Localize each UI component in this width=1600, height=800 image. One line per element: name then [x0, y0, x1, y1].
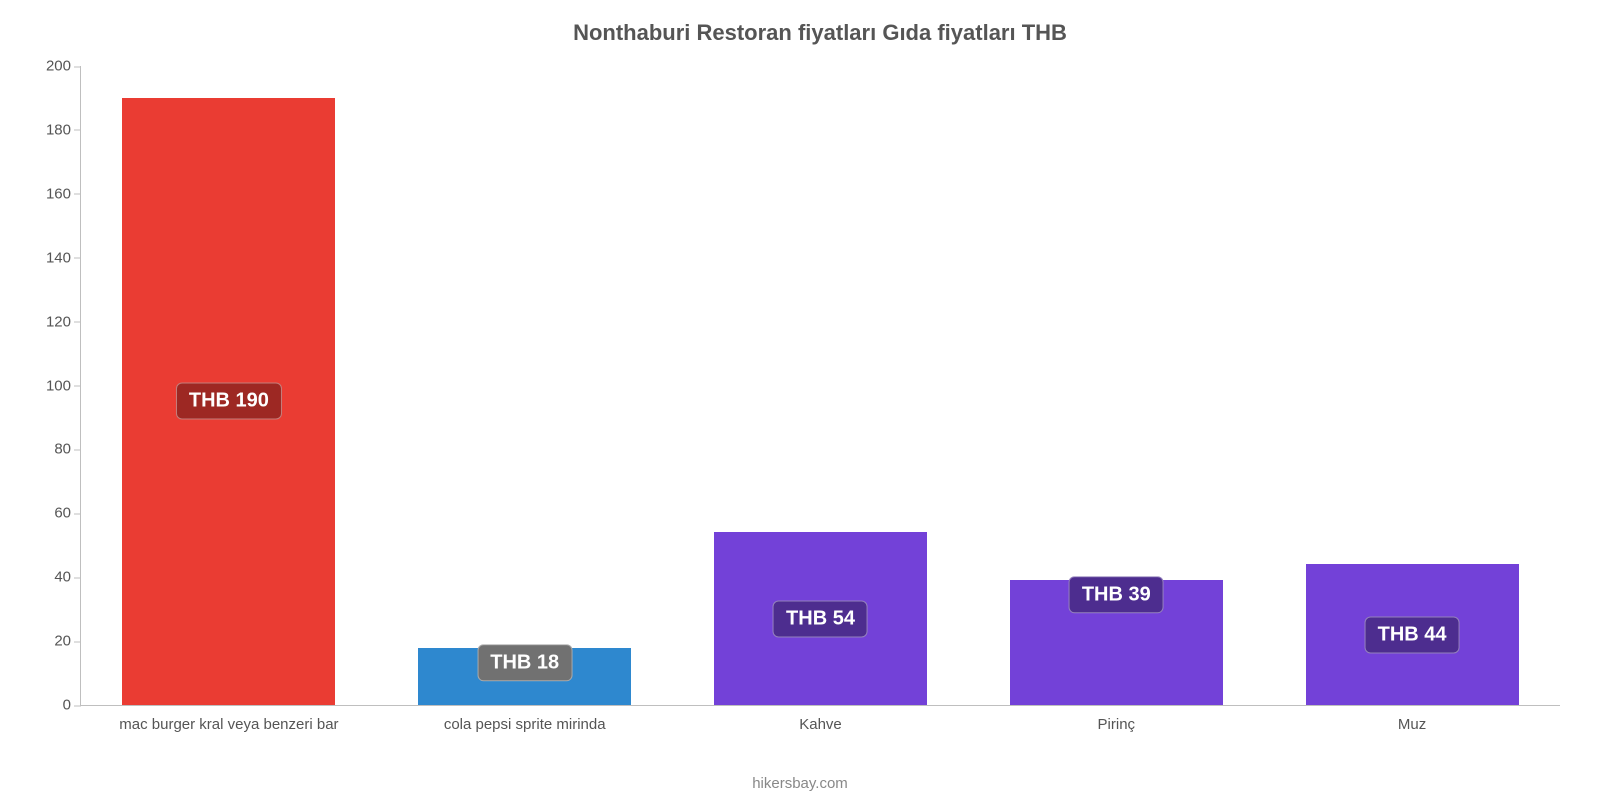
bar-slot: THB 39	[968, 66, 1264, 705]
bar-value-label: THB 39	[1069, 577, 1164, 614]
bar: THB 18	[418, 648, 631, 706]
bar-value-label: THB 44	[1365, 616, 1460, 653]
price-bar-chart: Nonthaburi Restoran fiyatları Gıda fiyat…	[0, 0, 1600, 800]
bar-value-label: THB 190	[176, 383, 282, 420]
y-tick: 100	[31, 377, 71, 394]
bar-value-label: THB 18	[477, 644, 572, 681]
x-axis-label: Kahve	[673, 716, 969, 733]
bar: THB 54	[714, 532, 927, 705]
bar: THB 190	[122, 98, 335, 705]
x-axis-label: Pirinç	[968, 716, 1264, 733]
chart-title: Nonthaburi Restoran fiyatları Gıda fiyat…	[80, 20, 1560, 46]
bar: THB 44	[1306, 564, 1519, 705]
bar-slot: THB 44	[1264, 66, 1560, 705]
y-tick: 120	[31, 313, 71, 330]
x-axis-labels: mac burger kral veya benzeri barcola pep…	[81, 716, 1560, 733]
y-tick: 160	[31, 185, 71, 202]
y-tick: 0	[31, 697, 71, 714]
bars-container: THB 190 THB 18 THB 54 THB 39 THB 44	[81, 66, 1560, 705]
x-axis-label: mac burger kral veya benzeri bar	[81, 716, 377, 733]
bar-slot: THB 54	[673, 66, 969, 705]
y-tick: 80	[31, 441, 71, 458]
x-axis-label: Muz	[1264, 716, 1560, 733]
y-tick: 60	[31, 505, 71, 522]
y-tick: 200	[31, 58, 71, 75]
bar-value-label: THB 54	[773, 600, 868, 637]
y-tick: 40	[31, 569, 71, 586]
y-tick: 180	[31, 121, 71, 138]
chart-source: hikersbay.com	[0, 775, 1600, 792]
plot-area: THB 190THB 18THB 54THB 39THB 44 mac burg…	[80, 66, 1560, 706]
x-axis-label: cola pepsi sprite mirinda	[377, 716, 673, 733]
y-tick: 20	[31, 633, 71, 650]
y-tick: 140	[31, 249, 71, 266]
bar-slot: THB 190	[81, 66, 377, 705]
bar: THB 39	[1010, 580, 1223, 705]
bar-slot: THB 18	[377, 66, 673, 705]
